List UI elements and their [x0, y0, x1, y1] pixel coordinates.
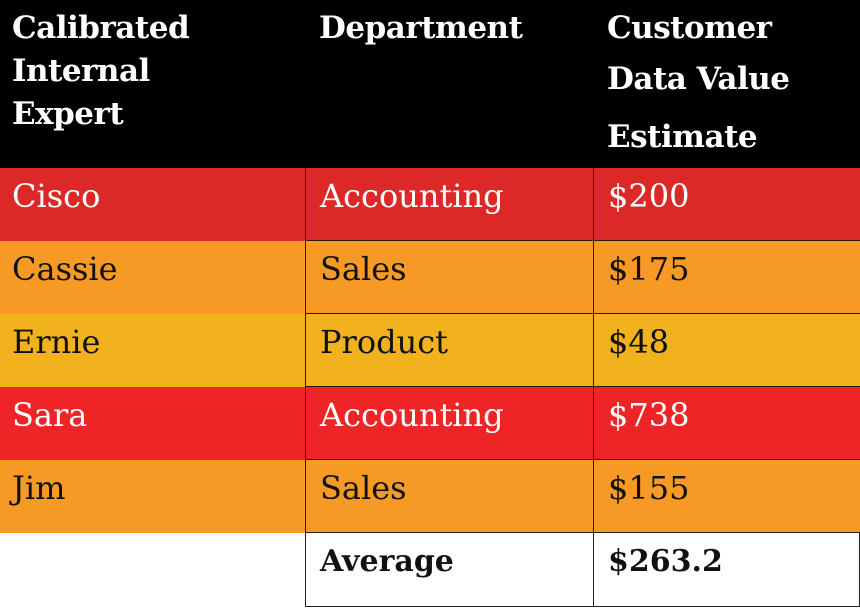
table-header: Calibrated Internal Expert Department Cu… [0, 0, 860, 168]
estimate-cell: $200 [593, 168, 860, 241]
expert-cell: Jim [12, 469, 66, 507]
expert-cell: Cassie [12, 250, 118, 288]
column-header-expert-line1: Calibrated [12, 10, 190, 46]
department-cell: Sales [305, 241, 593, 314]
table-row: Cassie Sales $175 [0, 241, 860, 314]
column-header-estimate: Customer Data Value Estimate [607, 7, 857, 175]
estimate-cell: $155 [593, 460, 860, 533]
estimate-cell: $175 [593, 241, 860, 314]
column-header-expert-line3: Expert [12, 96, 124, 132]
estimate-cell: $48 [593, 314, 860, 387]
expert-cell: Ernie [12, 323, 101, 361]
column-header-department: Department [319, 7, 589, 175]
average-value: $263.2 [593, 533, 860, 607]
expert-cell: Cisco [12, 177, 101, 215]
department-cell: Accounting [305, 387, 593, 460]
column-header-estimate-line2: Data Value [607, 61, 790, 97]
column-header-expert: Calibrated Internal Expert [12, 7, 302, 175]
estimate-cell: $738 [593, 387, 860, 460]
table-row: Cisco Accounting $200 [0, 168, 860, 241]
expert-cell: Sara [12, 396, 88, 434]
column-header-estimate-line1: Customer [607, 10, 772, 46]
table-row: Jim Sales $155 [0, 460, 860, 533]
column-header-estimate-line3: Estimate [607, 119, 758, 155]
column-header-department-label: Department [319, 10, 523, 46]
average-label: Average [305, 533, 593, 607]
department-cell: Product [305, 314, 593, 387]
department-cell: Accounting [305, 168, 593, 241]
table-row: Ernie Product $48 [0, 314, 860, 387]
table-row: Sara Accounting $738 [0, 387, 860, 460]
department-cell: Sales [305, 460, 593, 533]
column-header-expert-line2: Internal [12, 53, 150, 89]
